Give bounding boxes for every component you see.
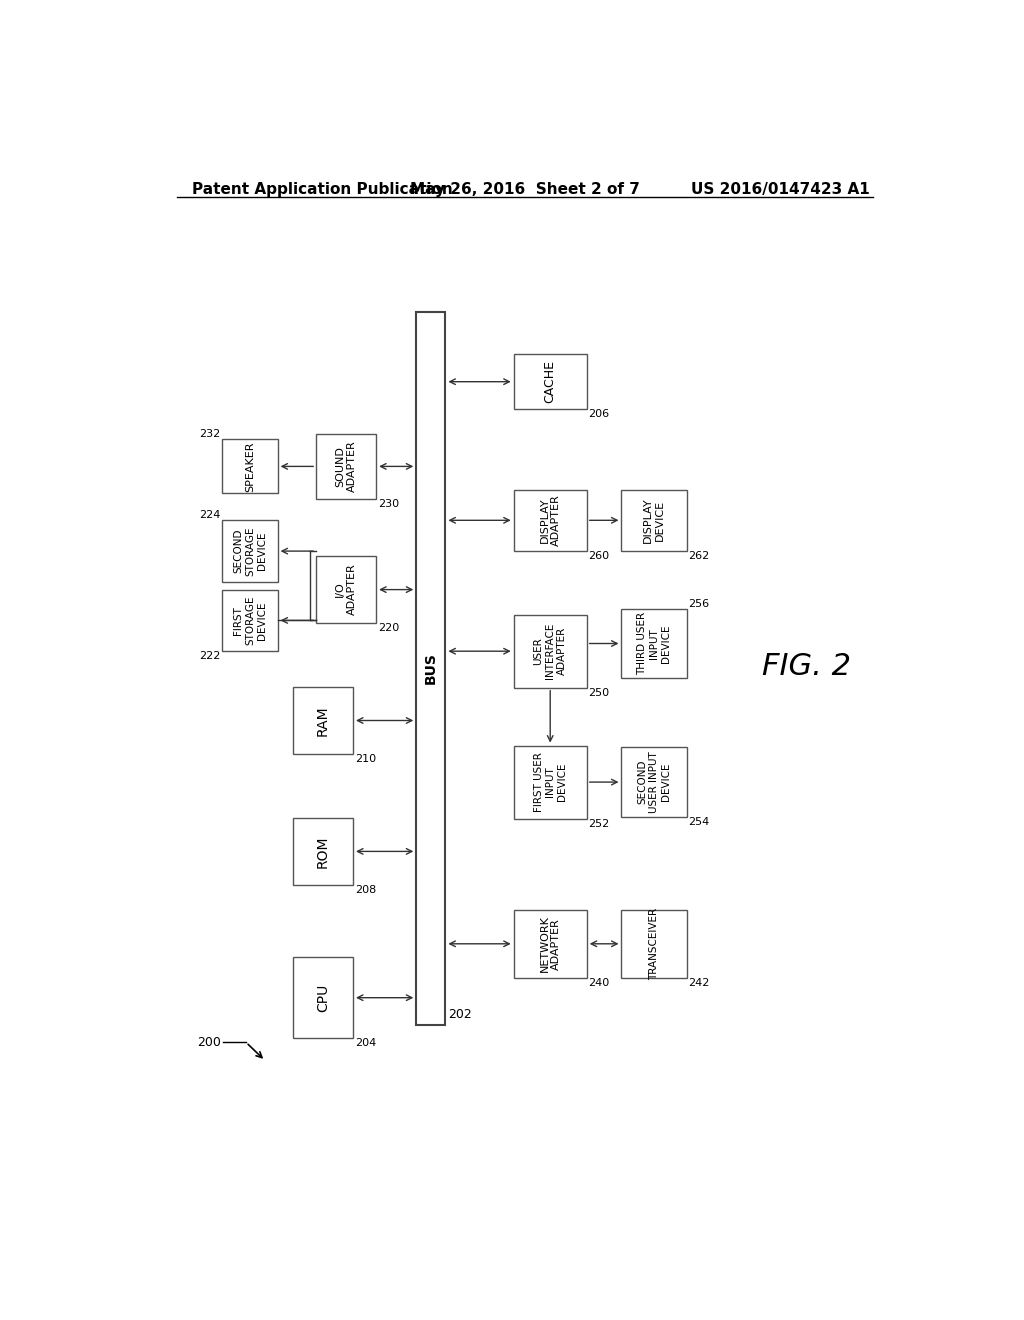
Bar bbox=[293, 817, 353, 886]
Text: 260: 260 bbox=[589, 552, 609, 561]
Text: NETWORK
ADAPTER: NETWORK ADAPTER bbox=[540, 915, 561, 973]
Text: SPEAKER: SPEAKER bbox=[245, 441, 255, 491]
Text: 256: 256 bbox=[688, 599, 710, 609]
Text: 250: 250 bbox=[589, 688, 609, 698]
Text: 242: 242 bbox=[688, 978, 710, 987]
Text: 252: 252 bbox=[589, 818, 609, 829]
Text: 220: 220 bbox=[378, 623, 399, 634]
Bar bbox=[514, 746, 587, 818]
Text: USER
INTERFACE
ADAPTER: USER INTERFACE ADAPTER bbox=[534, 623, 567, 680]
Bar bbox=[222, 520, 278, 582]
Text: CPU: CPU bbox=[316, 983, 330, 1012]
Text: 254: 254 bbox=[688, 817, 710, 826]
Text: I/O
ADAPTER: I/O ADAPTER bbox=[335, 564, 357, 615]
Bar bbox=[514, 615, 587, 688]
Bar bbox=[622, 909, 687, 978]
Text: 232: 232 bbox=[200, 429, 220, 440]
Text: 224: 224 bbox=[200, 511, 220, 520]
Bar bbox=[293, 686, 353, 755]
Text: 202: 202 bbox=[449, 1007, 472, 1020]
Text: 204: 204 bbox=[354, 1038, 376, 1048]
Text: CACHE: CACHE bbox=[544, 360, 557, 403]
Text: 222: 222 bbox=[200, 651, 220, 661]
Text: THIRD USER
INPUT
DEVICE: THIRD USER INPUT DEVICE bbox=[638, 612, 671, 675]
Text: DISPLAY
ADAPTER: DISPLAY ADAPTER bbox=[540, 495, 561, 546]
Text: FIRST USER
INPUT
DEVICE: FIRST USER INPUT DEVICE bbox=[534, 752, 567, 812]
Bar bbox=[293, 957, 353, 1038]
Text: SECOND
USER INPUT
DEVICE: SECOND USER INPUT DEVICE bbox=[638, 751, 671, 813]
Text: FIG. 2: FIG. 2 bbox=[762, 652, 851, 681]
Text: ROM: ROM bbox=[316, 836, 330, 867]
Bar bbox=[222, 440, 278, 494]
Bar bbox=[514, 354, 587, 409]
Bar bbox=[514, 909, 587, 978]
Bar bbox=[316, 556, 376, 623]
Text: 240: 240 bbox=[589, 978, 609, 987]
Text: 262: 262 bbox=[688, 552, 710, 561]
Text: DISPLAY
DEVICE: DISPLAY DEVICE bbox=[643, 498, 665, 543]
Bar bbox=[416, 313, 445, 1024]
Bar bbox=[622, 747, 687, 817]
Text: SECOND
STORAGE
DEVICE: SECOND STORAGE DEVICE bbox=[233, 527, 266, 576]
Text: RAM: RAM bbox=[316, 705, 330, 735]
Text: TRANSCEIVER: TRANSCEIVER bbox=[649, 908, 659, 979]
Text: 230: 230 bbox=[378, 499, 399, 510]
Text: 206: 206 bbox=[589, 409, 609, 420]
Text: 208: 208 bbox=[354, 886, 376, 895]
Bar bbox=[222, 590, 278, 651]
Text: SOUND
ADAPTER: SOUND ADAPTER bbox=[335, 441, 357, 492]
Bar bbox=[316, 434, 376, 499]
Text: 200: 200 bbox=[198, 1036, 221, 1049]
Text: May 26, 2016  Sheet 2 of 7: May 26, 2016 Sheet 2 of 7 bbox=[410, 182, 640, 197]
Text: US 2016/0147423 A1: US 2016/0147423 A1 bbox=[691, 182, 869, 197]
Text: Patent Application Publication: Patent Application Publication bbox=[193, 182, 453, 197]
Bar bbox=[622, 490, 687, 552]
Bar bbox=[622, 609, 687, 678]
Text: FIRST
STORAGE
DEVICE: FIRST STORAGE DEVICE bbox=[233, 595, 266, 645]
Text: 210: 210 bbox=[354, 755, 376, 764]
Text: BUS: BUS bbox=[424, 652, 438, 685]
Bar bbox=[514, 490, 587, 552]
